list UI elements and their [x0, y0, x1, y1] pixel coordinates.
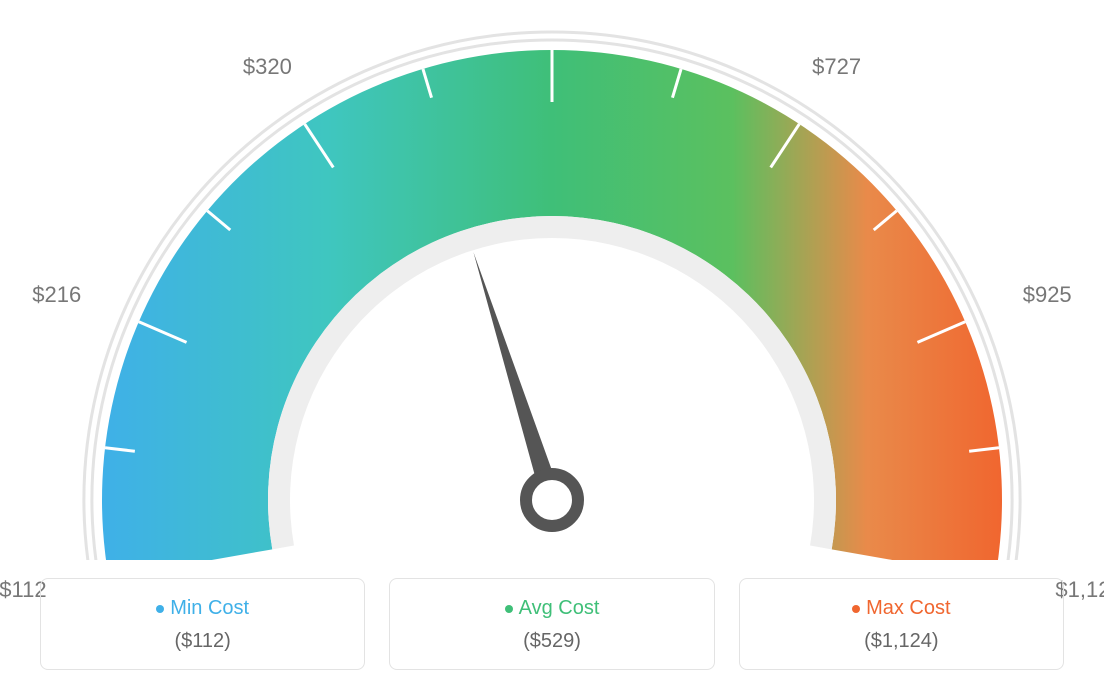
legend-title-text: Max Cost — [866, 597, 950, 619]
legend-title-text: Min Cost — [170, 597, 249, 619]
legend-row: Min Cost ($112) Avg Cost ($529) Max Cost ($1,… — [40, 578, 1064, 670]
legend-title-text: Avg Cost — [519, 597, 600, 619]
legend-dot-icon — [505, 605, 513, 613]
legend-dot-icon — [852, 605, 860, 613]
legend-card: Min Cost ($112) — [40, 578, 365, 670]
gauge-tick-label: $727 — [812, 54, 861, 80]
gauge-tick-label: $320 — [243, 54, 292, 80]
legend-title: Avg Cost — [400, 597, 703, 620]
gauge-area: $112$216$320$529$727$925$1,124 — [0, 0, 1104, 560]
legend-title: Min Cost — [51, 597, 354, 620]
gauge-svg — [0, 0, 1104, 560]
gauge-tick-label: $216 — [32, 282, 81, 308]
legend-card: Max Cost ($1,124) — [739, 578, 1064, 670]
legend-title: Max Cost — [750, 597, 1053, 620]
legend-value: ($1,124) — [750, 630, 1053, 653]
chart-container: $112$216$320$529$727$925$1,124 Min Cost(… — [0, 0, 1104, 690]
legend-card: Avg Cost ($529) — [389, 578, 714, 670]
gauge-tick-label: $925 — [1023, 282, 1072, 308]
legend-value: ($529) — [400, 630, 703, 653]
legend-value: ($112) — [51, 630, 354, 653]
legend-dot-icon — [156, 605, 164, 613]
